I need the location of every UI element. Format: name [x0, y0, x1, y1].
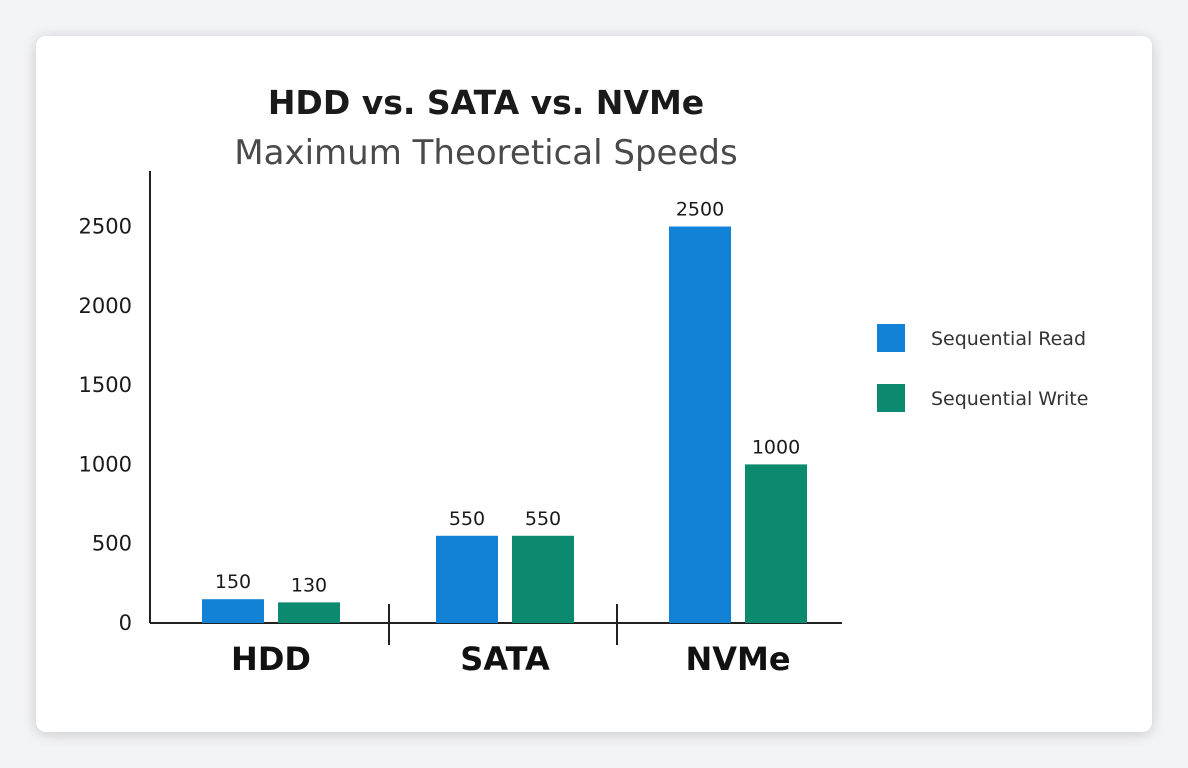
data-label: 2500	[676, 199, 724, 221]
legend: Sequential Read Sequential Write	[877, 324, 1088, 412]
y-tick-label: 2500	[79, 215, 132, 239]
y-tick-label: 1000	[79, 452, 132, 476]
legend-swatch-write	[877, 384, 905, 412]
y-tick-label: 1500	[79, 373, 132, 397]
category-label: NVMe	[685, 640, 790, 678]
bar-chart: HDD vs. SATA vs. NVMe Maximum Theoretica…	[79, 83, 1089, 678]
data-label: 130	[291, 574, 327, 596]
y-tick-label: 2000	[79, 294, 132, 318]
bar-hdd-read	[202, 599, 264, 623]
bar-sata-read	[436, 535, 498, 623]
legend-swatch-read	[877, 324, 905, 352]
bar-nvme-read	[669, 226, 731, 623]
legend-label: Sequential Write	[931, 388, 1088, 410]
chart-subtitle: Maximum Theoretical Speeds	[234, 133, 737, 173]
y-tick-label: 0	[119, 611, 132, 635]
chart-card: HDD vs. SATA vs. NVMe Maximum Theoretica…	[36, 36, 1152, 732]
bar-nvme-write	[745, 464, 807, 623]
bar-hdd-write	[278, 602, 340, 623]
chart-title: HDD vs. SATA vs. NVMe	[268, 83, 704, 122]
bar-sata-write	[512, 535, 574, 623]
category-label: SATA	[460, 640, 550, 678]
y-tick-label: 500	[92, 532, 132, 556]
data-label: 550	[449, 508, 485, 530]
data-label: 550	[525, 508, 561, 530]
plot-area: 0 500 1000 1500 2000 2500 150 130 HDD 550 550 SATA 2…	[79, 171, 842, 678]
legend-label: Sequential Read	[931, 328, 1086, 350]
category-label: HDD	[231, 640, 311, 678]
data-label: 1000	[752, 436, 800, 458]
data-label: 150	[215, 571, 251, 593]
